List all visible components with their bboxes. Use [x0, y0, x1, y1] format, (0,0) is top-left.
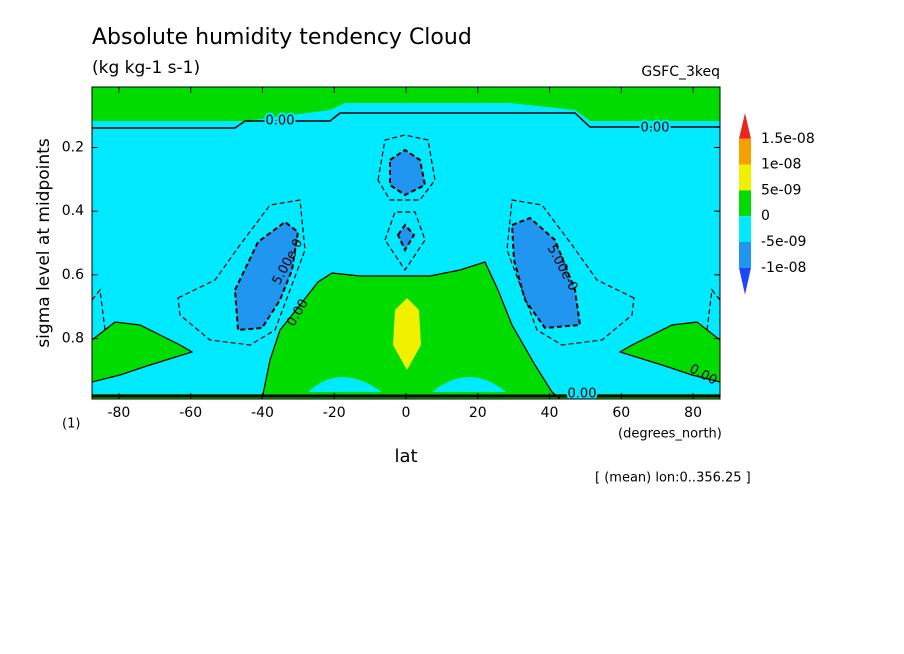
y-tick-label: 0.6 — [62, 267, 84, 283]
x-tick-label: -80 — [107, 405, 130, 421]
contour-label: 0.00 — [568, 387, 597, 402]
x-tick-label: 60 — [612, 405, 630, 421]
field-region — [393, 298, 421, 370]
x-tick-label: 0 — [402, 405, 411, 421]
field-region — [92, 87, 720, 121]
contour-label: 0.00 — [641, 121, 670, 136]
chart-subtitle: (kg kg-1 s-1) — [92, 58, 200, 78]
contour-line — [506, 199, 635, 346]
x-unit-label: (degrees_north) — [618, 427, 722, 442]
x-tick-label: 80 — [684, 405, 702, 421]
colorbar-box — [739, 138, 751, 165]
contour-line — [389, 148, 427, 253]
x-tick-label: -60 — [179, 405, 202, 421]
field-region — [308, 377, 506, 392]
x-tick-label: -40 — [251, 405, 274, 421]
x-tick-label: 20 — [469, 405, 487, 421]
corner-label: (1) — [62, 417, 80, 432]
y-tick-label: 0.2 — [62, 139, 84, 155]
x-tick-label: 40 — [541, 405, 559, 421]
contour-line — [92, 112, 720, 129]
contour-line — [92, 288, 720, 331]
dashed-contours — [92, 134, 720, 346]
colorbar-label: 0 — [761, 208, 770, 224]
colorbar-label: 5e-09 — [761, 182, 801, 198]
contour-line — [233, 216, 582, 332]
colorbar-arrow — [739, 267, 751, 295]
colorbar-box — [739, 190, 751, 217]
x-tick-label: -20 — [323, 405, 346, 421]
field-region — [390, 150, 425, 250]
y-tick-label: 0.8 — [62, 331, 84, 347]
colorbar-label: -1e-08 — [761, 260, 806, 276]
contour-line — [92, 321, 720, 383]
colorbar-box — [739, 216, 751, 242]
y-tick-label: 0.4 — [62, 203, 84, 219]
contour-lines — [92, 112, 720, 399]
y-axis-label: sigma level at midpoints — [34, 138, 54, 347]
colorbar-label: 1.5e-08 — [761, 131, 815, 147]
colorbar-label: 1e-08 — [761, 157, 801, 173]
colorbar-box — [739, 164, 751, 191]
contour-field: 0.00 0.005.00e-0 5.00e-00.000.000.00 — [92, 87, 720, 402]
colorbar-label: -5e-09 — [761, 234, 806, 250]
field-region — [620, 322, 720, 382]
field-region — [512, 218, 580, 328]
x-axis-label: lat — [394, 446, 417, 467]
contour-line — [177, 199, 306, 346]
field-region — [235, 222, 298, 330]
model-label: GSFC_3keq — [641, 64, 720, 80]
chart-title: Absolute humidity tendency Cloud — [92, 25, 472, 50]
colorbar-arrow — [739, 113, 751, 139]
colorbar-box — [739, 242, 751, 268]
contour-label: 0.00 — [266, 114, 295, 129]
contour-line — [377, 134, 436, 272]
field-region — [92, 322, 192, 382]
footnote: [ (mean) lon:0..356.25 ] — [595, 471, 751, 486]
contour-line — [261, 261, 561, 399]
